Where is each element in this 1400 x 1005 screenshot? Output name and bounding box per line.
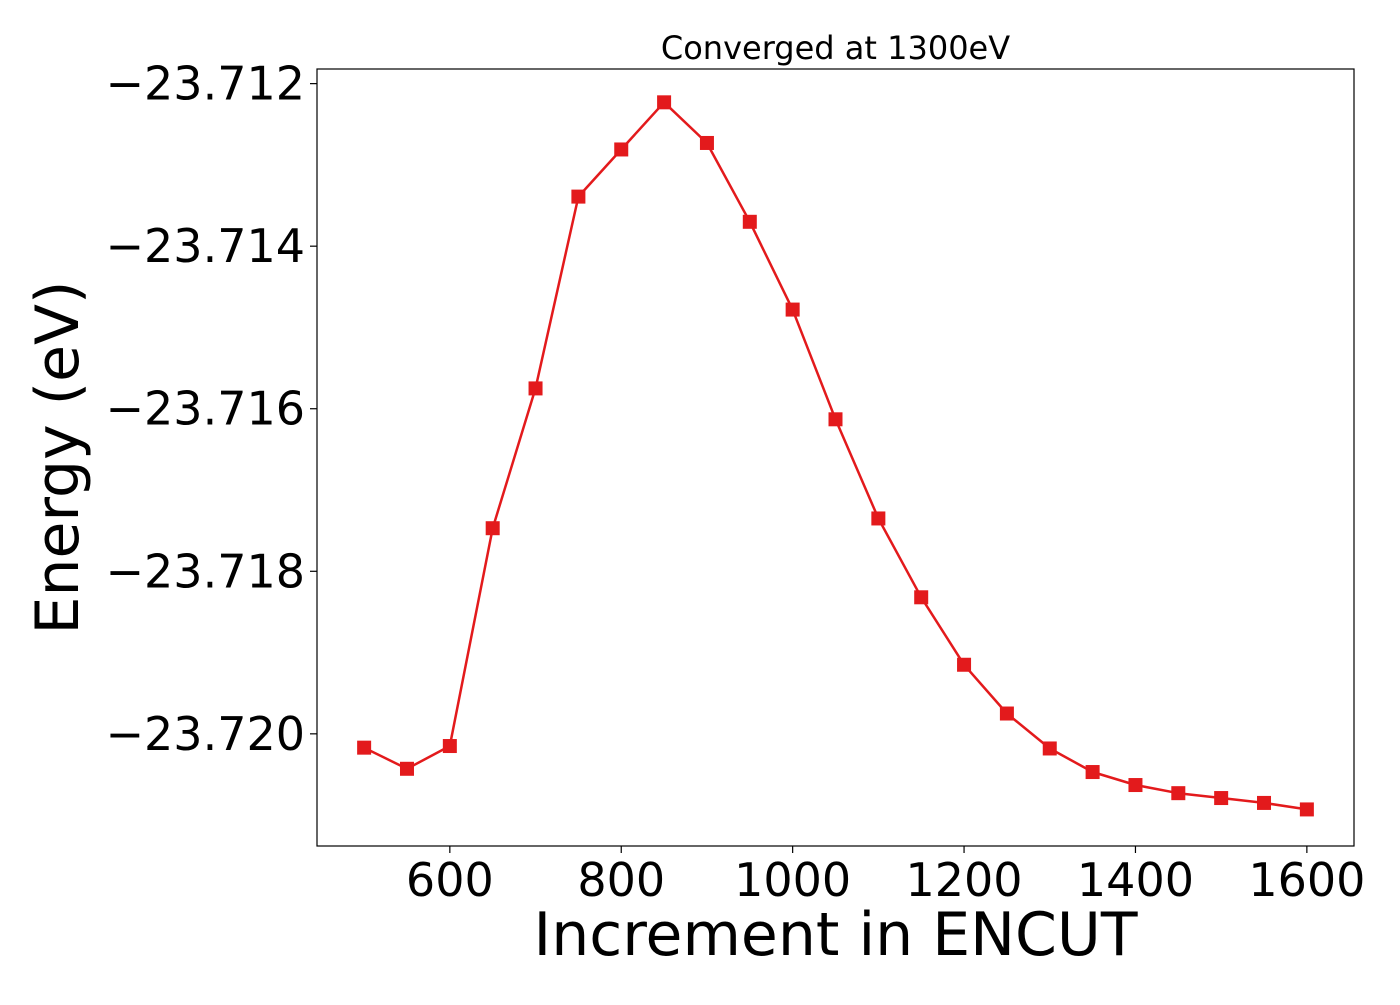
data-point: [442, 739, 457, 754]
y-axis-ticks: −23.712 −23.714 −23.716 −23.718 −23.720: [106, 57, 317, 761]
data-point: [1171, 786, 1186, 801]
x-tick-label: 800: [577, 853, 665, 907]
x-tick-label: 600: [406, 853, 494, 907]
data-point: [357, 740, 372, 755]
data-point: [742, 214, 757, 229]
data-point: [999, 706, 1014, 721]
data-point: [1299, 802, 1314, 817]
y-tick-label: −23.712: [106, 57, 306, 111]
data-point: [957, 657, 972, 672]
data-point: [914, 590, 929, 605]
y-tick-label: −23.720: [106, 707, 306, 761]
series-line: [363, 101, 1308, 811]
data-point: [785, 302, 800, 317]
series-layer: [357, 95, 1314, 817]
y-tick-label: −23.718: [106, 544, 306, 598]
y-tick-label: −23.714: [106, 219, 306, 273]
data-point: [571, 189, 586, 204]
data-point: [657, 95, 672, 110]
data-point: [1042, 741, 1057, 756]
plot-frame: [316, 68, 1355, 847]
chart-title: Converged at 1300eV: [661, 29, 1010, 67]
x-tick-label: 1400: [1077, 853, 1194, 907]
x-tick-label: 1200: [906, 853, 1023, 907]
x-axis-ticks: 600 800 1000 1200 1400 1600: [406, 846, 1365, 907]
data-point: [871, 511, 886, 526]
data-point: [614, 142, 629, 157]
data-point: [1085, 765, 1100, 780]
y-axis-label: Energy (eV): [23, 281, 93, 635]
data-point: [399, 761, 414, 776]
data-point: [1214, 791, 1229, 806]
data-point: [1128, 778, 1143, 793]
data-point: [699, 135, 714, 150]
data-point: [485, 521, 500, 536]
x-axis-label: Increment in ENCUT: [534, 900, 1138, 970]
data-point: [1257, 795, 1272, 810]
x-tick-label: 1000: [734, 853, 851, 907]
data-point: [528, 381, 543, 396]
x-tick-label: 1600: [1248, 853, 1365, 907]
data-point: [828, 412, 843, 427]
y-tick-label: −23.716: [106, 382, 306, 436]
